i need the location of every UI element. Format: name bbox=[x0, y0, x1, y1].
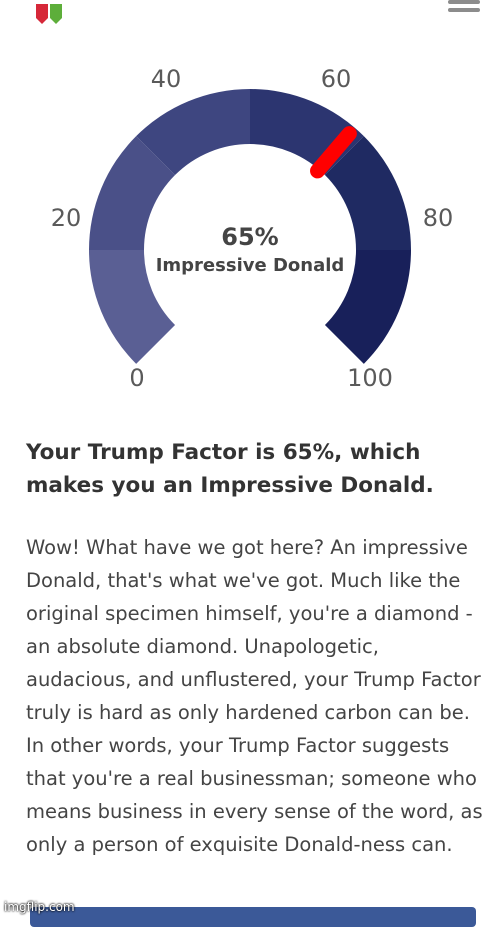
hamburger-menu-icon[interactable] bbox=[448, 0, 480, 18]
hexagon-logo-icon bbox=[36, 4, 62, 24]
watermark: imgflip.com bbox=[4, 900, 75, 914]
gauge-segment bbox=[89, 136, 176, 250]
result-description: Wow! What have we got here? An impressiv… bbox=[26, 536, 483, 856]
trump-factor-gauge: 0 20 40 60 80 100 65% Impressive Donald bbox=[51, 65, 454, 392]
gauge-needle bbox=[310, 126, 357, 179]
tick-label-0: 0 bbox=[129, 364, 144, 392]
gauge-segment bbox=[324, 136, 411, 250]
tick-label-80: 80 bbox=[423, 204, 454, 232]
gauge-segments bbox=[89, 89, 412, 364]
gauge-percent: 65% bbox=[221, 223, 278, 251]
result-headline: Your Trump Factor is 65%, which makes yo… bbox=[26, 440, 434, 498]
gauge-segment bbox=[324, 250, 412, 364]
gauge-result-label: Impressive Donald bbox=[156, 255, 345, 276]
tick-label-60: 60 bbox=[321, 65, 352, 93]
gauge-segment bbox=[136, 89, 250, 176]
tick-label-20: 20 bbox=[51, 204, 82, 232]
tick-label-100: 100 bbox=[347, 364, 393, 392]
share-button[interactable] bbox=[30, 907, 476, 927]
tick-label-40: 40 bbox=[151, 65, 182, 93]
gauge-segment bbox=[89, 250, 176, 364]
site-logo[interactable] bbox=[10, 0, 74, 26]
